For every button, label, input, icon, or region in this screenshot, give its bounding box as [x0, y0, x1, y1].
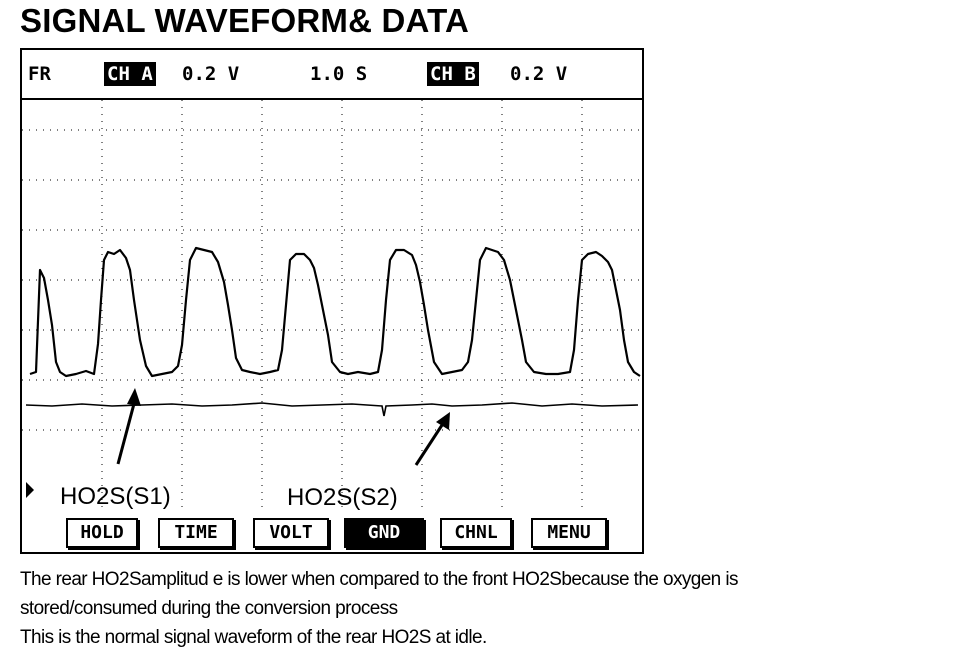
gnd-button[interactable]: GND — [344, 518, 424, 548]
scope-header: FR CH A 0.2 V 1.0 S CH B 0.2 V — [22, 50, 642, 100]
menu-button[interactable]: MENU — [531, 518, 607, 548]
front-sensor-label: HO2S(S1) — [60, 483, 171, 510]
oscilloscope-screen: FR CH A 0.2 V 1.0 S CH B 0.2 V HO2S(S1) … — [20, 48, 644, 554]
channel-a-scale: 0.2 V — [182, 63, 240, 85]
chnl-button[interactable]: CHNL — [440, 518, 512, 548]
ground-marker-icon — [26, 482, 34, 498]
caption-line-3: This is the normal signal waveform of th… — [20, 627, 487, 648]
caption-line-1: The rear HO2Samplitud e is lower when co… — [20, 569, 738, 590]
front-sensor-arrow — [116, 388, 141, 465]
channel-a-label[interactable]: CH A — [104, 62, 156, 86]
mode-label: FR — [28, 63, 51, 85]
volt-button[interactable]: VOLT — [253, 518, 329, 548]
ho2s-s2-trace — [25, 402, 639, 417]
time-scale: 1.0 S — [310, 63, 368, 85]
rear-sensor-label: HO2S(S2) — [287, 484, 398, 511]
channel-b-scale: 0.2 V — [510, 63, 568, 85]
graticule-grid — [22, 100, 642, 512]
ho2s-s1-trace — [29, 246, 641, 378]
time-button[interactable]: TIME — [158, 518, 234, 548]
hold-button[interactable]: HOLD — [66, 518, 138, 548]
rear-sensor-arrow — [414, 412, 450, 466]
caption-line-2: stored/consumed during the conversion pr… — [20, 598, 398, 619]
waveform-plot: HO2S(S1) HO2S(S2) — [22, 100, 642, 512]
channel-b-label[interactable]: CH B — [427, 62, 479, 86]
page-title: SIGNAL WAVEFORM& DATA — [20, 2, 470, 39]
softkey-bar: HOLD TIME VOLT GND CHNL MENU — [22, 512, 642, 554]
